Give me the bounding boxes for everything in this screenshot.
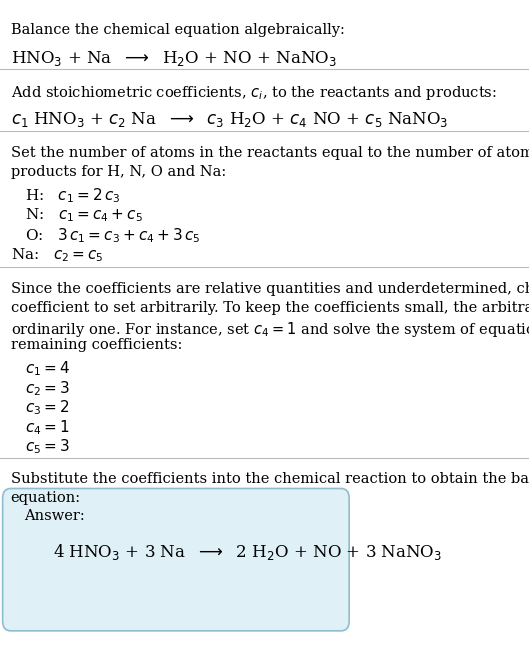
Text: Since the coefficients are relative quantities and underdetermined, choose a: Since the coefficients are relative quan… bbox=[11, 282, 529, 296]
Text: $c_2 = 3$: $c_2 = 3$ bbox=[25, 379, 70, 398]
Text: Answer:: Answer: bbox=[24, 509, 85, 523]
Text: equation:: equation: bbox=[11, 491, 81, 505]
Text: Na:   $c_2 = c_5$: Na: $c_2 = c_5$ bbox=[11, 247, 103, 264]
Text: Set the number of atoms in the reactants equal to the number of atoms in the: Set the number of atoms in the reactants… bbox=[11, 146, 529, 160]
Text: N:   $c_1 = c_4 + c_5$: N: $c_1 = c_4 + c_5$ bbox=[25, 206, 143, 224]
Text: 4 HNO$_3$ + 3 Na  $\longrightarrow$  2 H$_2$O + NO + 3 NaNO$_3$: 4 HNO$_3$ + 3 Na $\longrightarrow$ 2 H$_… bbox=[53, 542, 442, 562]
Text: $c_4 = 1$: $c_4 = 1$ bbox=[25, 418, 70, 437]
Text: remaining coefficients:: remaining coefficients: bbox=[11, 338, 182, 353]
Text: Balance the chemical equation algebraically:: Balance the chemical equation algebraica… bbox=[11, 23, 344, 37]
Text: $c_3 = 2$: $c_3 = 2$ bbox=[25, 399, 70, 417]
Text: $c_1 = 4$: $c_1 = 4$ bbox=[25, 360, 70, 378]
Text: $c_1$ HNO$_3$ + $c_2$ Na  $\longrightarrow$  $c_3$ H$_2$O + $c_4$ NO + $c_5$ NaN: $c_1$ HNO$_3$ + $c_2$ Na $\longrightarro… bbox=[11, 110, 448, 129]
Text: coefficient to set arbitrarily. To keep the coefficients small, the arbitrary va: coefficient to set arbitrarily. To keep … bbox=[11, 301, 529, 315]
Text: Substitute the coefficients into the chemical reaction to obtain the balanced: Substitute the coefficients into the che… bbox=[11, 472, 529, 487]
Text: H:   $c_1 = 2\,c_3$: H: $c_1 = 2\,c_3$ bbox=[25, 186, 121, 205]
Text: ordinarily one. For instance, set $c_4 = 1$ and solve the system of equations fo: ordinarily one. For instance, set $c_4 =… bbox=[11, 320, 529, 338]
Text: products for H, N, O and Na:: products for H, N, O and Na: bbox=[11, 165, 226, 179]
Text: O:   $3\,c_1 = c_3 + c_4 + 3\,c_5$: O: $3\,c_1 = c_3 + c_4 + 3\,c_5$ bbox=[25, 226, 201, 245]
FancyBboxPatch shape bbox=[3, 488, 349, 631]
Text: $c_5 = 3$: $c_5 = 3$ bbox=[25, 437, 70, 456]
Text: HNO$_3$ + Na  $\longrightarrow$  H$_2$O + NO + NaNO$_3$: HNO$_3$ + Na $\longrightarrow$ H$_2$O + … bbox=[11, 49, 336, 67]
Text: Add stoichiometric coefficients, $c_i$, to the reactants and products:: Add stoichiometric coefficients, $c_i$, … bbox=[11, 84, 496, 102]
